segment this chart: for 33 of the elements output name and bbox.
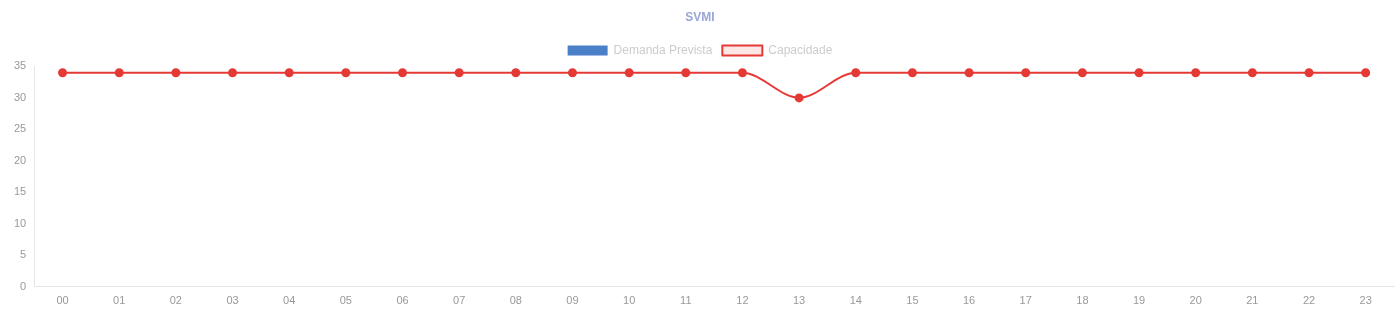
x-tick-label: 07 xyxy=(453,294,466,307)
y-tick-label: 0 xyxy=(20,279,27,292)
y-tick-label: 5 xyxy=(20,248,27,261)
x-tick-label: 03 xyxy=(226,294,239,307)
x-tick-label: 17 xyxy=(1019,294,1032,307)
x-tick-label: 04 xyxy=(283,294,296,307)
y-tick-label: 35 xyxy=(13,59,27,72)
x-tick-label: 09 xyxy=(566,294,579,307)
chart-title: SVMI xyxy=(685,9,715,24)
x-tick-label: 00 xyxy=(56,294,69,307)
x-tick-label: 21 xyxy=(1246,294,1259,307)
x-tick-label: 06 xyxy=(396,294,409,307)
x-tick-label: 19 xyxy=(1132,294,1146,307)
y-tick-label: 10 xyxy=(13,216,27,229)
x-tick-label: 05 xyxy=(339,294,352,307)
x-tick-label: 02 xyxy=(169,294,182,307)
y-tick-label: 15 xyxy=(13,185,27,198)
y-tick-label: 20 xyxy=(13,153,27,166)
x-tick-label: 11 xyxy=(680,294,692,307)
x-tick-label: 13 xyxy=(792,294,806,307)
x-tick-label: 12 xyxy=(736,294,749,307)
x-tick-label: 18 xyxy=(1076,294,1089,307)
y-tick-label: 25 xyxy=(13,122,27,135)
x-tick-label: 14 xyxy=(849,294,862,307)
x-tick-label: 22 xyxy=(1302,294,1316,307)
x-tick-label: 16 xyxy=(962,294,976,307)
y-tick-label: 30 xyxy=(13,90,27,103)
x-tick-label: 23 xyxy=(1359,294,1372,307)
x-tick-label: 01 xyxy=(113,294,126,307)
x-tick-label: 08 xyxy=(509,294,522,307)
x-tick-label: 20 xyxy=(1189,294,1202,307)
x-tick-label: 15 xyxy=(906,294,919,307)
x-tick-label: 10 xyxy=(623,294,636,307)
